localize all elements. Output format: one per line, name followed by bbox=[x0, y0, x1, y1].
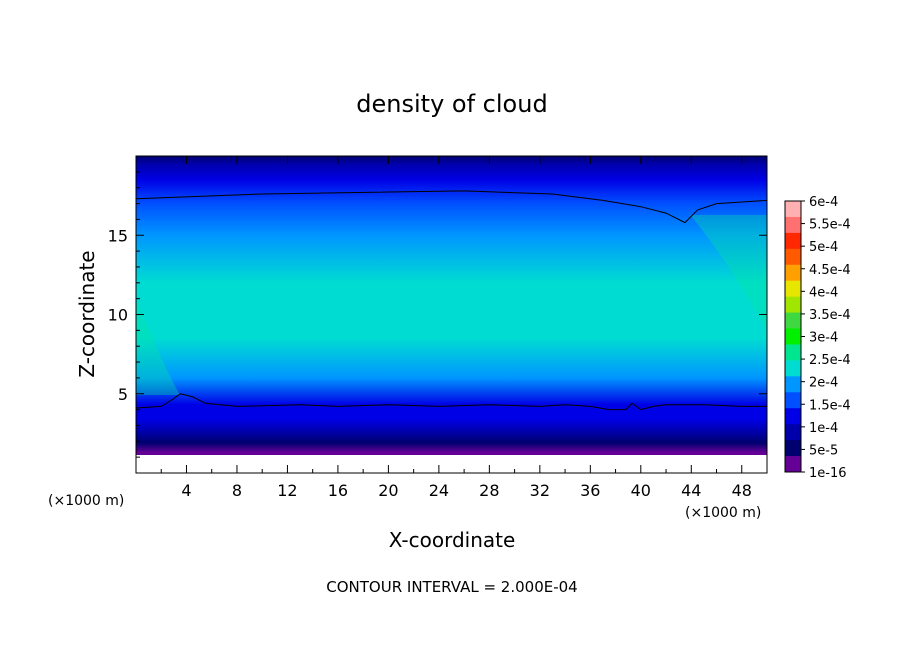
density-fill bbox=[136, 156, 767, 473]
colorbar-label: 1e-16 bbox=[809, 466, 847, 481]
colorbar-label: 3e-4 bbox=[809, 331, 838, 346]
colorbar-label: 3.5e-4 bbox=[809, 308, 851, 323]
colorbar: 6e-4 5.5e-4 5e-4 4.5e-4 4e-4 3.5e-4 3e-4 2.5e-4… bbox=[784, 195, 851, 481]
chart-title: density of cloud bbox=[356, 90, 547, 118]
x-axis-ticks: 4 8 12 16 20 24 28 32 36 40 44 48 bbox=[160, 156, 752, 500]
x-tick-label: 44 bbox=[681, 481, 701, 500]
x-tick-label: 28 bbox=[479, 481, 499, 500]
colorbar-label: 4e-4 bbox=[809, 285, 838, 300]
x-tick-label: 32 bbox=[530, 481, 550, 500]
contour-interval-note: CONTOUR INTERVAL = 2.000E-04 bbox=[326, 578, 577, 596]
colorbar-swatch bbox=[785, 360, 801, 377]
x-tick-label: 24 bbox=[429, 481, 449, 500]
x-axis-label: X-coordinate bbox=[389, 528, 516, 552]
colorbar-swatch bbox=[785, 232, 801, 250]
x-tick-label: 8 bbox=[232, 481, 242, 500]
ground-mask bbox=[136, 455, 767, 473]
x-tick-label: 16 bbox=[328, 481, 348, 500]
colorbar-label: 1.5e-4 bbox=[809, 398, 851, 413]
colorbar-swatch bbox=[785, 424, 801, 441]
colorbar-label: 5e-5 bbox=[809, 443, 838, 458]
colorbar-label: 4.5e-4 bbox=[809, 263, 851, 278]
colorbar-swatch bbox=[785, 408, 801, 425]
colorbar-swatch bbox=[785, 312, 801, 329]
colorbar-swatch bbox=[785, 296, 801, 313]
x-unit-right: (×1000 m) bbox=[685, 505, 761, 521]
right-side-shading bbox=[690, 215, 767, 330]
colorbar-swatch bbox=[785, 248, 801, 266]
colorbar-label: 2.5e-4 bbox=[809, 353, 851, 368]
colorbar-label: 5.5e-4 bbox=[809, 218, 851, 233]
colorbar-swatch bbox=[785, 376, 801, 393]
colorbar-swatch bbox=[785, 201, 801, 218]
colorbar-label: 6e-4 bbox=[809, 195, 838, 210]
colorbar-swatch bbox=[785, 280, 801, 298]
left-side-shading bbox=[136, 300, 180, 395]
x-tick-label: 12 bbox=[277, 481, 297, 500]
x-tick-label: 36 bbox=[580, 481, 600, 500]
colorbar-label: 1e-4 bbox=[809, 421, 838, 436]
x-tick-label: 48 bbox=[732, 481, 752, 500]
x-tick-label: 20 bbox=[378, 481, 398, 500]
contour-line-lower bbox=[136, 393, 767, 411]
colorbar-swatch bbox=[785, 264, 801, 282]
colorbar-label: 2e-4 bbox=[809, 376, 838, 391]
y-tick-label: 5 bbox=[118, 385, 128, 404]
contour-line-upper bbox=[136, 190, 767, 224]
colorbar-swatch bbox=[785, 440, 801, 457]
x-tick-label: 40 bbox=[631, 481, 651, 500]
x-unit-left: (×1000 m) bbox=[48, 493, 124, 509]
colorbar-swatch bbox=[785, 392, 801, 409]
colorbar-label: 5e-4 bbox=[809, 240, 838, 255]
x-tick-label: 4 bbox=[181, 481, 191, 500]
density-field bbox=[136, 156, 767, 473]
colorbar-swatch bbox=[785, 216, 801, 234]
colorbar-swatch bbox=[785, 328, 801, 345]
y-axis-ticks: 5 10 15 bbox=[108, 171, 767, 458]
y-axis-label: Z-coordinate bbox=[75, 250, 99, 377]
colorbar-swatch bbox=[785, 456, 801, 473]
y-tick-label: 15 bbox=[108, 226, 128, 245]
y-tick-label: 10 bbox=[108, 306, 128, 325]
colorbar-swatch bbox=[785, 344, 801, 361]
